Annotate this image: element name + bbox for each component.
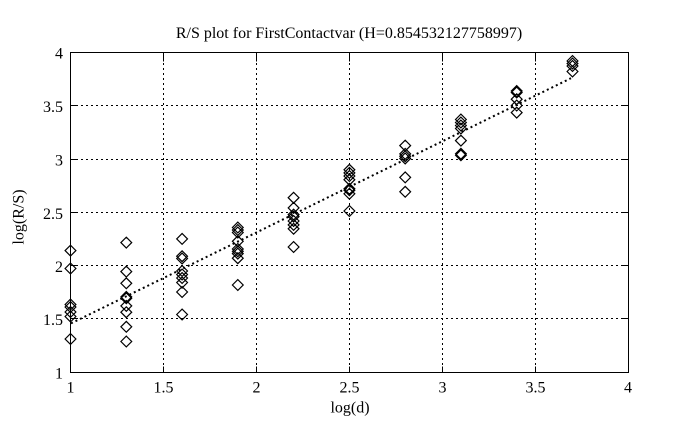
svg-text:1: 1 [55, 366, 63, 383]
svg-text:4: 4 [55, 46, 63, 63]
svg-text:4: 4 [624, 380, 632, 397]
svg-text:log(R/S): log(R/S) [11, 189, 28, 244]
svg-text:3.5: 3.5 [43, 99, 63, 116]
svg-text:R/S plot for FirstContactvar (: R/S plot for FirstContactvar (H=0.854532… [176, 25, 522, 42]
svg-text:2: 2 [55, 259, 63, 276]
svg-text:1: 1 [67, 380, 75, 397]
svg-text:3: 3 [439, 380, 447, 397]
svg-text:3: 3 [55, 153, 63, 170]
svg-text:1.5: 1.5 [43, 312, 63, 329]
svg-text:2.5: 2.5 [340, 380, 360, 397]
svg-text:2.5: 2.5 [43, 206, 63, 223]
svg-text:2: 2 [253, 380, 261, 397]
svg-text:3.5: 3.5 [526, 380, 546, 397]
svg-text:log(d): log(d) [330, 400, 369, 417]
svg-text:1.5: 1.5 [154, 380, 174, 397]
